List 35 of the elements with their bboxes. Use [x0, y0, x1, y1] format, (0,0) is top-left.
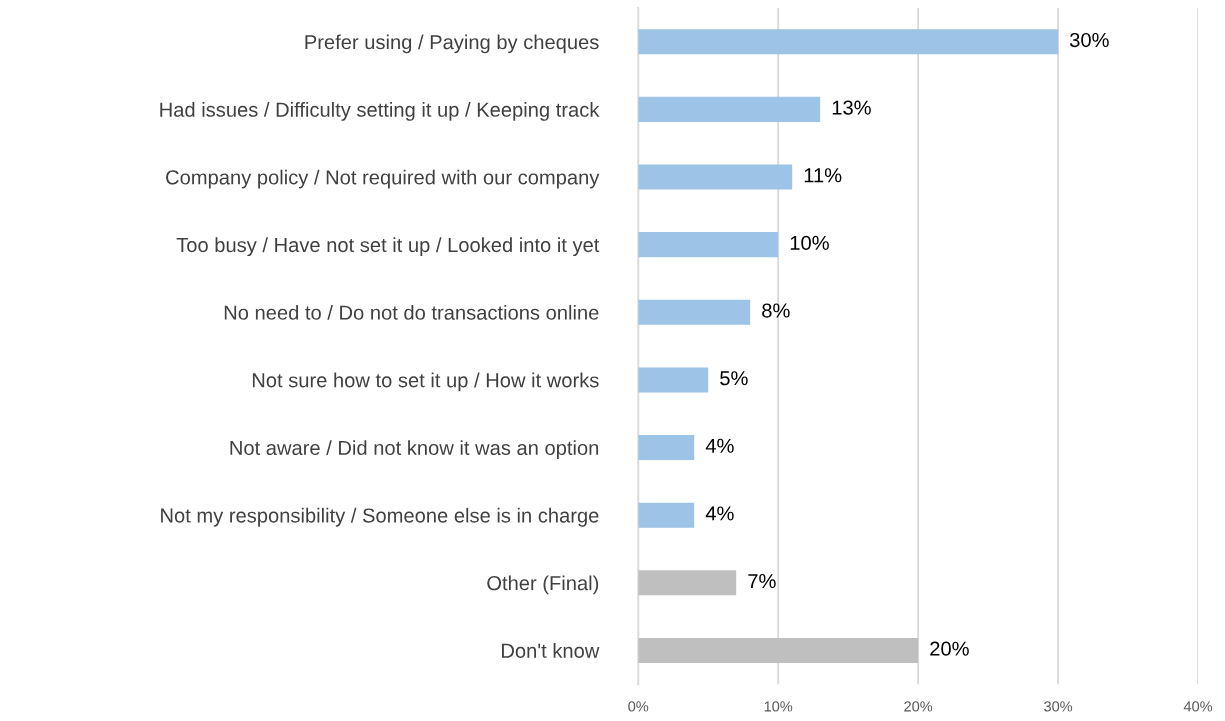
data-label: 10%: [790, 235, 829, 251]
bar: [638, 435, 695, 461]
bar: [638, 367, 709, 393]
bar: [638, 570, 737, 596]
bar: [638, 637, 919, 663]
bar: [638, 29, 1059, 55]
y-tick-label: Not sure how to set it up / How it works: [252, 372, 599, 392]
data-label: 5%: [720, 371, 748, 386]
bar: [638, 299, 751, 325]
x-tick-label: 40%: [1183, 701, 1213, 712]
y-tick-label: Prefer using / Paying by cheques: [305, 34, 599, 54]
data-label: 4%: [705, 506, 734, 521]
y-tick-label: No need to / Do not do transactions online: [224, 304, 599, 320]
x-tick-label: 10%: [764, 701, 793, 712]
data-label: 7%: [748, 574, 776, 589]
data-label: 11%: [804, 168, 842, 183]
bar: [638, 502, 695, 528]
bar: [638, 164, 793, 190]
x-tick-label: 0%: [628, 701, 649, 712]
x-tick-label: 30%: [1044, 701, 1073, 712]
y-tick-label: Company policy / Not required with our company: [166, 169, 600, 189]
data-label: 30%: [1069, 32, 1109, 48]
y-tick-label: Too busy / Have not set it up / Looked into it yet: [176, 237, 600, 257]
data-label: 4%: [705, 438, 734, 453]
data-label: 8%: [762, 303, 790, 318]
y-tick-label: Not my responsibility / Someone else is in charge: [161, 507, 599, 527]
x-tick-label: 20%: [904, 701, 933, 712]
y-tick-label: Don't know: [502, 643, 600, 658]
data-label: 20%: [930, 641, 969, 656]
bar: [638, 232, 779, 258]
data-label: 13%: [832, 100, 871, 115]
y-tick-label: Had issues / Difficulty setting it up / Keeping track: [160, 102, 600, 121]
bar: [638, 96, 821, 122]
y-tick-label: Other (Final): [487, 575, 599, 595]
y-tick-label: Not aware / Did not know it was an option: [230, 440, 599, 459]
